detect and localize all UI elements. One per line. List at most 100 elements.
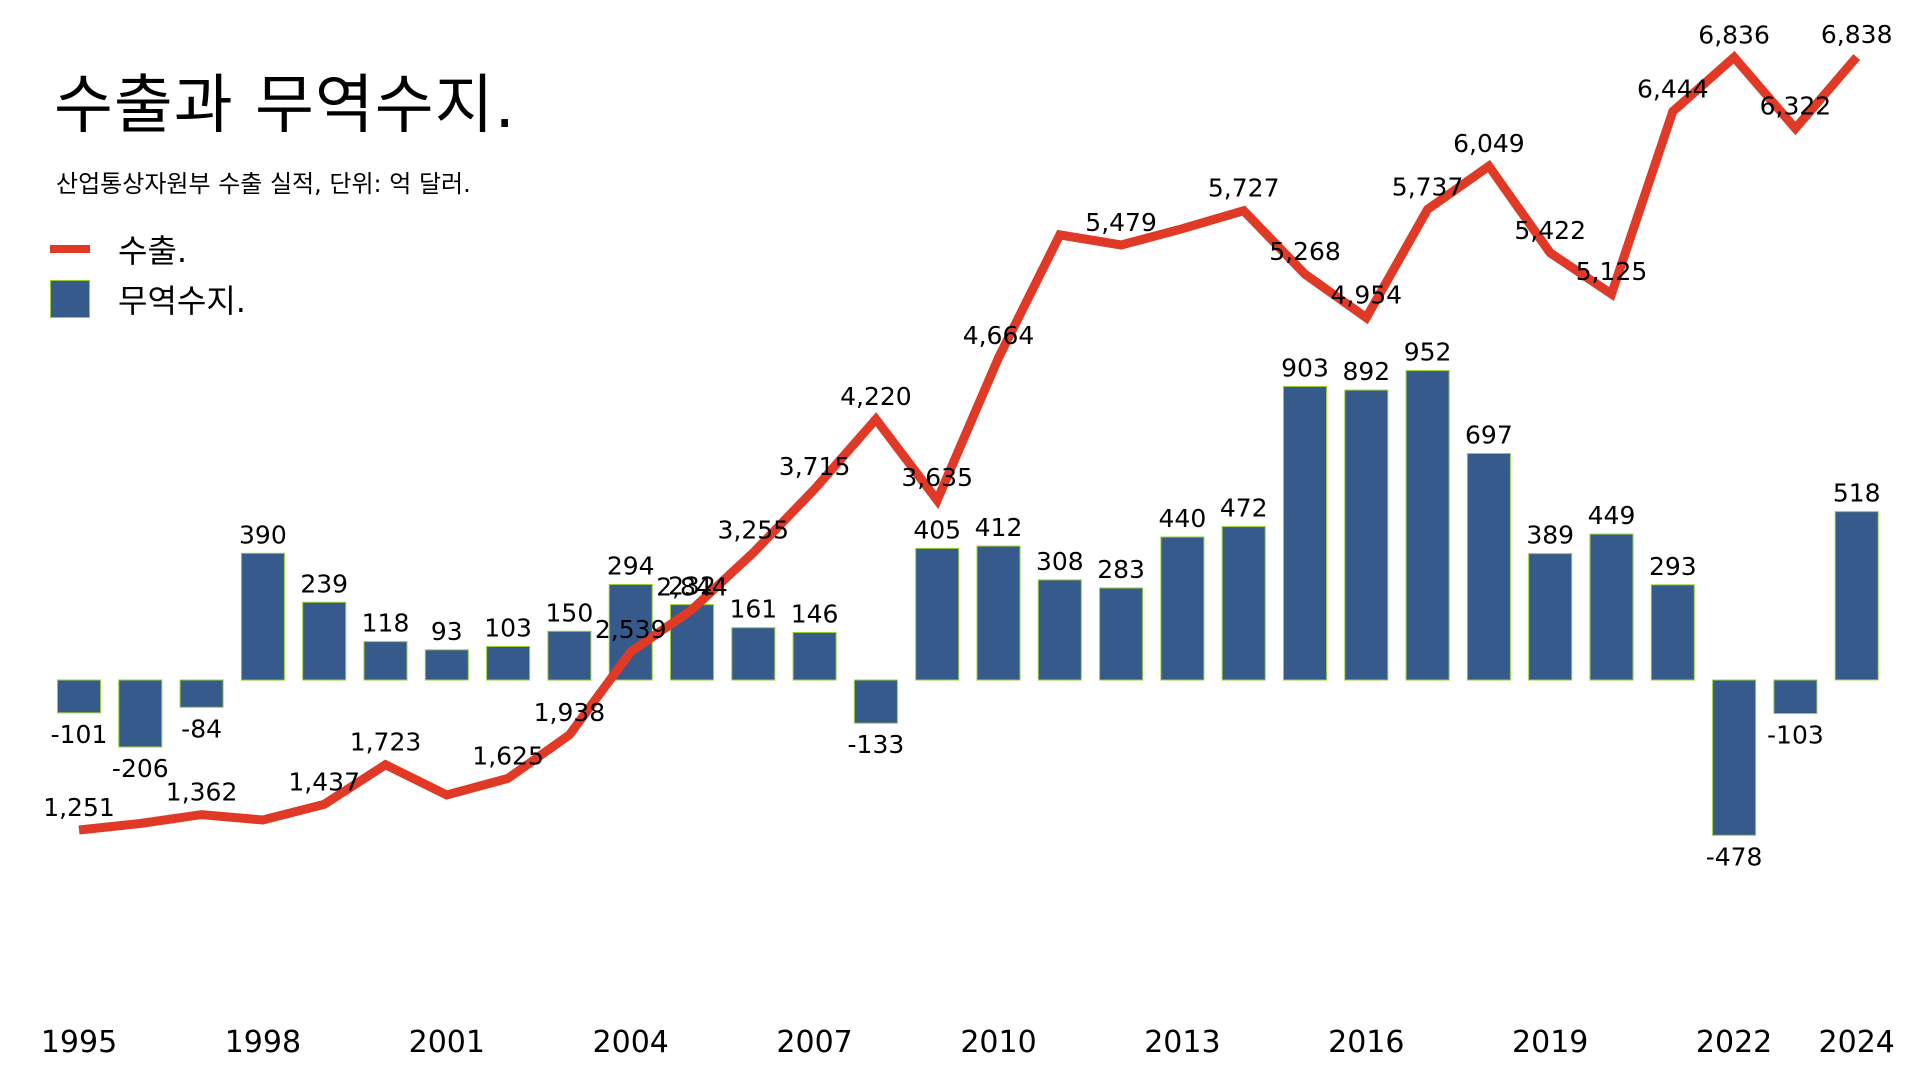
x-tick-2024: 2024 bbox=[1819, 1025, 1895, 1060]
legend-swatch-line bbox=[50, 245, 90, 253]
bar-2012 bbox=[1099, 587, 1144, 681]
bar-label-2013: 440 bbox=[1159, 504, 1207, 533]
bar-label-2008: -133 bbox=[848, 730, 905, 759]
x-tick-1995: 1995 bbox=[41, 1025, 117, 1060]
bar-label-2003: 150 bbox=[546, 598, 594, 627]
bar-2006 bbox=[731, 627, 776, 681]
bar-2023 bbox=[1773, 679, 1818, 714]
bar-2024 bbox=[1834, 511, 1879, 681]
bar-2011 bbox=[1037, 579, 1082, 681]
line-label-2014: 5,727 bbox=[1208, 174, 1280, 203]
line-label-2020: 5,125 bbox=[1576, 257, 1648, 286]
bar-2008 bbox=[853, 679, 898, 724]
bar-2009 bbox=[915, 547, 960, 681]
bar-label-2005: 232 bbox=[668, 572, 716, 601]
bar-label-1995: -101 bbox=[51, 720, 108, 749]
x-tick-2013: 2013 bbox=[1144, 1025, 1220, 1060]
bar-label-1996: -206 bbox=[112, 754, 169, 783]
bar-label-2019: 389 bbox=[1526, 521, 1574, 550]
line-label-2000: 1,723 bbox=[350, 728, 422, 757]
x-tick-2007: 2007 bbox=[776, 1025, 852, 1060]
chart-title: 수출과 무역수지. bbox=[54, 69, 516, 143]
bar-2022 bbox=[1712, 679, 1757, 836]
bar-label-2007: 146 bbox=[791, 600, 839, 629]
bar-1996 bbox=[118, 679, 163, 748]
line-label-2003: 1,938 bbox=[534, 698, 606, 727]
x-tick-2010: 2010 bbox=[960, 1025, 1036, 1060]
legend-item-export: 수출. bbox=[50, 226, 187, 272]
line-label-2016: 4,954 bbox=[1331, 281, 1403, 310]
bar-1998 bbox=[240, 552, 285, 681]
line-label-2015: 5,268 bbox=[1269, 237, 1341, 266]
x-tick-1998: 1998 bbox=[225, 1025, 301, 1060]
bar-2010 bbox=[976, 545, 1021, 681]
bar-2020 bbox=[1589, 533, 1634, 681]
x-tick-2019: 2019 bbox=[1512, 1025, 1588, 1060]
bar-label-2023: -103 bbox=[1767, 721, 1824, 750]
line-label-2023: 6,322 bbox=[1760, 91, 1832, 120]
line-label-2004: 2,539 bbox=[595, 615, 667, 644]
line-value-labels: 1,251 1,362 1,437 1,723 1,625 1,938 2,539 2,844… bbox=[43, 20, 1892, 822]
bar-label-2011: 308 bbox=[1036, 547, 1084, 576]
bar-label-1999: 239 bbox=[300, 569, 348, 598]
bar-label-1998: 390 bbox=[239, 520, 287, 549]
bar-label-1997: -84 bbox=[181, 714, 222, 743]
bar-label-2009: 405 bbox=[913, 515, 961, 544]
x-tick-2004: 2004 bbox=[593, 1025, 669, 1060]
bar-label-2010: 412 bbox=[975, 513, 1023, 542]
bar-label-2001: 93 bbox=[431, 617, 463, 646]
line-label-2006: 3,255 bbox=[718, 516, 790, 545]
bar-label-2006: 161 bbox=[729, 595, 777, 624]
bar-label-2021: 293 bbox=[1649, 552, 1697, 581]
bar-label-2004: 294 bbox=[607, 552, 655, 581]
bar-1995 bbox=[57, 679, 101, 714]
bar-2016 bbox=[1344, 389, 1389, 681]
bar-label-2000: 118 bbox=[362, 609, 410, 638]
bar-2015 bbox=[1283, 386, 1327, 681]
bar-2002 bbox=[486, 646, 531, 681]
bar-label-2024: 518 bbox=[1833, 479, 1881, 508]
line-label-2019: 5,422 bbox=[1514, 216, 1586, 245]
bar-value-labels: -101-206 -84 390 239 118 93 103 150 294 232 161 146… bbox=[51, 338, 1881, 872]
line-label-2008: 4,220 bbox=[840, 382, 912, 411]
bar-2018 bbox=[1466, 453, 1511, 681]
x-axis-tick-labels: 1995 1998 2001 2004 2007 2010 2013 2016 2019 2022… bbox=[41, 1025, 1895, 1060]
line-label-2024: 6,838 bbox=[1821, 20, 1893, 49]
legend-item-trade-balance: 무역수지. bbox=[50, 276, 246, 322]
bar-label-2017: 952 bbox=[1404, 338, 1452, 367]
x-tick-2022: 2022 bbox=[1696, 1025, 1772, 1060]
line-label-2009: 3,635 bbox=[901, 463, 973, 492]
line-label-1999: 1,437 bbox=[288, 767, 360, 796]
bar-1997 bbox=[179, 679, 224, 708]
export-line bbox=[78, 50, 1861, 835]
legend-label-trade-balance: 무역수지. bbox=[118, 282, 246, 320]
line-label-2010: 4,664 bbox=[963, 321, 1035, 350]
bar-2001 bbox=[424, 649, 469, 681]
line-label-2022: 6,836 bbox=[1698, 20, 1770, 49]
line-label-2021: 6,444 bbox=[1637, 75, 1709, 104]
bar-2013 bbox=[1160, 536, 1205, 681]
chart-subtitle: 산업통상자원부 수출 실적, 단위: 억 달러. bbox=[56, 170, 471, 198]
bar-2021 bbox=[1650, 584, 1695, 681]
bar-1999 bbox=[302, 601, 347, 681]
bar-label-2022: -478 bbox=[1706, 842, 1763, 871]
bar-2003 bbox=[547, 630, 592, 681]
line-label-1995: 1,251 bbox=[43, 793, 115, 822]
bar-2017 bbox=[1405, 370, 1450, 681]
x-tick-2016: 2016 bbox=[1328, 1025, 1404, 1060]
bar-label-2020: 449 bbox=[1588, 501, 1636, 530]
bar-label-2002: 103 bbox=[484, 614, 532, 643]
line-label-2017: 5,737 bbox=[1392, 172, 1464, 201]
x-tick-2001: 2001 bbox=[409, 1025, 485, 1060]
legend-swatch-bar bbox=[50, 280, 90, 318]
line-label-1997: 1,362 bbox=[166, 778, 238, 807]
bar-2007 bbox=[792, 632, 837, 681]
legend-label-export: 수출. bbox=[118, 232, 188, 270]
bar-label-2012: 283 bbox=[1097, 555, 1145, 584]
bar-label-2016: 892 bbox=[1342, 357, 1390, 386]
line-label-2002: 1,625 bbox=[472, 741, 544, 770]
line-label-2012: 5,479 bbox=[1085, 208, 1157, 237]
bar-2000 bbox=[363, 641, 408, 681]
line-label-2005: 2,844 bbox=[656, 573, 728, 602]
